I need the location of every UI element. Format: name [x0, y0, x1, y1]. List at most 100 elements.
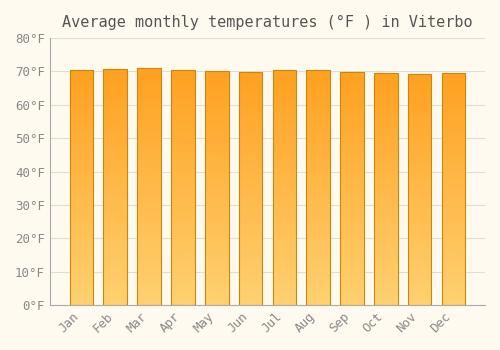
Bar	[272, 193, 296, 195]
Bar	[374, 141, 398, 143]
Bar	[374, 252, 398, 254]
Bar	[340, 89, 364, 91]
Bar	[238, 226, 262, 228]
Bar	[374, 203, 398, 205]
Bar	[205, 258, 229, 260]
Bar	[205, 148, 229, 150]
Bar	[340, 245, 364, 247]
Bar	[374, 293, 398, 296]
Bar	[138, 99, 161, 101]
Bar	[340, 117, 364, 119]
Bar	[70, 159, 94, 162]
Bar	[340, 224, 364, 226]
Bar	[442, 117, 465, 120]
Bar	[272, 106, 296, 108]
Bar	[138, 153, 161, 156]
Bar	[306, 132, 330, 134]
Bar	[374, 145, 398, 148]
Bar	[104, 173, 127, 175]
Bar	[171, 147, 194, 150]
Bar	[205, 251, 229, 253]
Bar	[205, 298, 229, 300]
Bar	[306, 125, 330, 127]
Bar	[138, 272, 161, 274]
Bar	[138, 293, 161, 295]
Bar	[306, 204, 330, 206]
Bar	[138, 215, 161, 217]
Bar	[374, 164, 398, 166]
Bar	[408, 99, 432, 102]
Bar	[408, 143, 432, 146]
Bar	[340, 182, 364, 184]
Bar	[104, 178, 127, 180]
Bar	[171, 119, 194, 121]
Bar	[138, 160, 161, 163]
Bar	[340, 105, 364, 107]
Bar	[306, 256, 330, 258]
Bar	[340, 154, 364, 156]
Bar	[138, 196, 161, 198]
Bar	[442, 145, 465, 147]
Bar	[442, 73, 465, 76]
Bar	[138, 92, 161, 94]
Bar	[340, 163, 364, 165]
Bar	[340, 210, 364, 212]
Bar	[138, 274, 161, 276]
Bar	[442, 238, 465, 240]
Bar	[374, 106, 398, 108]
Bar	[104, 192, 127, 194]
Bar	[104, 154, 127, 156]
Bar	[70, 248, 94, 251]
Bar	[70, 225, 94, 228]
Bar	[171, 75, 194, 77]
Bar	[408, 176, 432, 178]
Bar	[272, 260, 296, 263]
Bar	[272, 263, 296, 265]
Bar	[340, 158, 364, 161]
Bar	[70, 86, 94, 89]
Bar	[238, 177, 262, 179]
Bar	[238, 196, 262, 198]
Bar	[238, 79, 262, 82]
Bar	[442, 131, 465, 133]
Bar	[171, 86, 194, 89]
Bar	[70, 265, 94, 267]
Bar	[442, 83, 465, 85]
Bar	[408, 185, 432, 187]
Bar	[272, 92, 296, 94]
Bar	[408, 187, 432, 189]
Bar	[272, 197, 296, 199]
Bar	[104, 262, 127, 265]
Bar	[138, 84, 161, 87]
Bar	[171, 260, 194, 263]
Bar	[442, 76, 465, 78]
Bar	[306, 270, 330, 272]
Bar	[442, 85, 465, 87]
Bar	[340, 226, 364, 228]
Bar	[171, 288, 194, 291]
Bar	[70, 288, 94, 291]
Bar	[272, 206, 296, 209]
Bar	[272, 223, 296, 225]
Bar	[340, 263, 364, 265]
Bar	[272, 73, 296, 75]
Bar	[408, 148, 432, 150]
Bar	[442, 120, 465, 122]
Bar	[205, 204, 229, 206]
Bar	[272, 169, 296, 171]
Bar	[272, 232, 296, 234]
Bar	[272, 94, 296, 96]
Bar	[205, 235, 229, 237]
Bar	[70, 166, 94, 169]
Bar	[70, 232, 94, 234]
Bar	[205, 286, 229, 289]
Bar	[272, 122, 296, 125]
Bar	[171, 140, 194, 143]
Bar	[272, 96, 296, 99]
Bar	[205, 263, 229, 265]
Bar	[374, 261, 398, 263]
Bar	[104, 170, 127, 173]
Bar	[374, 250, 398, 252]
Bar	[70, 209, 94, 211]
Bar	[104, 272, 127, 274]
